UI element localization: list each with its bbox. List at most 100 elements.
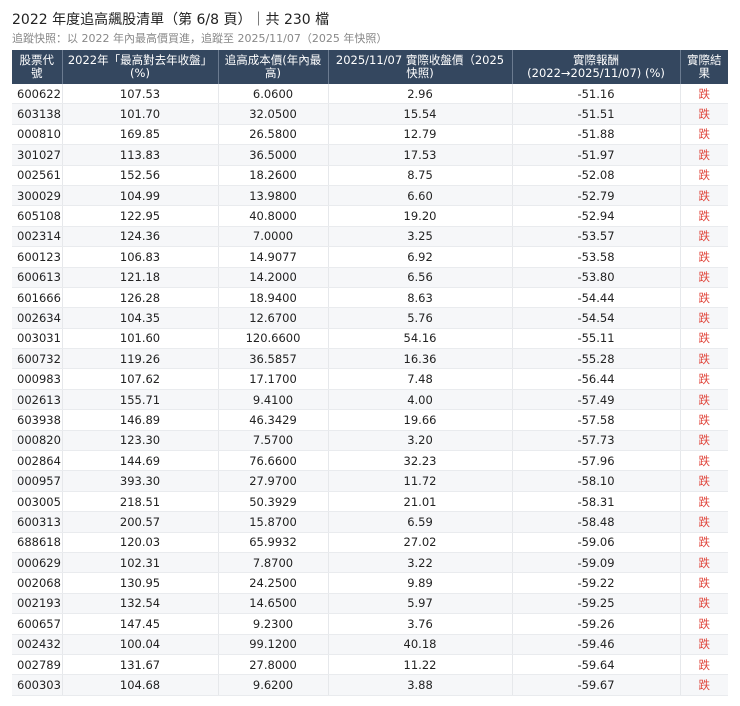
cell-high-pct: 146.89	[62, 409, 219, 431]
cell-cost: 65.9932	[218, 532, 329, 553]
table-row: 000983 107.62 17.1700 7.48 -56.44 跌	[12, 368, 728, 390]
cell-result: 跌	[680, 348, 728, 370]
cell-close: 3.88	[328, 674, 513, 696]
cell-result: 跌	[680, 328, 728, 350]
cell-high-pct: 124.36	[62, 226, 219, 248]
cell-cost: 6.0600	[218, 84, 329, 105]
cell-result: 跌	[680, 634, 728, 655]
cell-result: 跌	[680, 84, 728, 105]
cell-return: -57.49	[512, 389, 681, 411]
header-close: 2025/11/07 實際收盤價（2025 快照)	[328, 50, 513, 84]
table-row: 688618 120.03 65.9932 27.02 -59.06 跌	[12, 532, 728, 553]
cell-code: 301027	[12, 144, 63, 166]
cell-close: 19.66	[328, 409, 513, 431]
cell-high-pct: 104.99	[62, 185, 219, 207]
cell-result: 跌	[680, 165, 728, 186]
cell-code: 002432	[12, 634, 63, 655]
table-row: 600622 107.53 6.0600 2.96 -51.16 跌	[12, 84, 728, 105]
cell-close: 9.89	[328, 572, 513, 594]
cell-high-pct: 113.83	[62, 144, 219, 166]
cell-close: 6.60	[328, 185, 513, 207]
cell-result: 跌	[680, 226, 728, 248]
cell-return: -59.25	[512, 593, 681, 615]
cell-result: 跌	[680, 613, 728, 635]
cell-close: 3.22	[328, 552, 513, 574]
cell-cost: 50.3929	[218, 491, 329, 513]
table-row: 002314 124.36 7.0000 3.25 -53.57 跌	[12, 226, 728, 248]
cell-cost: 17.1700	[218, 368, 329, 390]
cell-close: 7.48	[328, 368, 513, 390]
cell-code: 601666	[12, 287, 63, 309]
cell-close: 11.22	[328, 654, 513, 676]
cell-close: 15.54	[328, 103, 513, 125]
cell-cost: 7.0000	[218, 226, 329, 248]
cell-close: 6.92	[328, 246, 513, 268]
cell-code: 003005	[12, 491, 63, 513]
header-result: 實際結果	[680, 50, 728, 84]
cell-code: 000983	[12, 368, 63, 390]
cell-result: 跌	[680, 572, 728, 594]
cell-return: -57.58	[512, 409, 681, 431]
cell-code: 000810	[12, 124, 63, 146]
cell-code: 603138	[12, 103, 63, 125]
table-row: 002789 131.67 27.8000 11.22 -59.64 跌	[12, 654, 728, 676]
cell-return: -59.09	[512, 552, 681, 574]
cell-high-pct: 100.04	[62, 634, 219, 655]
table-row: 600732 119.26 36.5857 16.36 -55.28 跌	[12, 348, 728, 370]
cell-result: 跌	[680, 511, 728, 533]
cell-result: 跌	[680, 470, 728, 492]
cell-cost: 32.0500	[218, 103, 329, 125]
cell-return: -51.88	[512, 124, 681, 146]
cell-high-pct: 104.68	[62, 674, 219, 696]
cell-result: 跌	[680, 205, 728, 227]
cell-code: 600313	[12, 511, 63, 533]
cell-return: -51.16	[512, 84, 681, 105]
cell-high-pct: 123.30	[62, 430, 219, 452]
cell-close: 5.97	[328, 593, 513, 615]
cell-close: 8.63	[328, 287, 513, 309]
cell-code: 002634	[12, 307, 63, 329]
cell-result: 跌	[680, 430, 728, 452]
table-row: 600123 106.83 14.9077 6.92 -53.58 跌	[12, 246, 728, 268]
table-row: 000957 393.30 27.9700 11.72 -58.10 跌	[12, 470, 728, 492]
cell-high-pct: 132.54	[62, 593, 219, 615]
table-row: 002068 130.95 24.2500 9.89 -59.22 跌	[12, 572, 728, 594]
cell-code: 000820	[12, 430, 63, 452]
cell-code: 600732	[12, 348, 63, 370]
stock-table: 股票代號 2022年「最高對去年收盤」(%) 追高成本價(年內最高) 2025/…	[12, 50, 728, 696]
cell-return: -58.10	[512, 470, 681, 492]
cell-close: 11.72	[328, 470, 513, 492]
cell-cost: 13.9800	[218, 185, 329, 207]
cell-code: 002561	[12, 165, 63, 186]
cell-result: 跌	[680, 491, 728, 513]
cell-code: 002193	[12, 593, 63, 615]
cell-high-pct: 130.95	[62, 572, 219, 594]
cell-return: -53.58	[512, 246, 681, 268]
cell-high-pct: 152.56	[62, 165, 219, 186]
cell-high-pct: 101.70	[62, 103, 219, 125]
cell-cost: 9.2300	[218, 613, 329, 635]
cell-code: 600303	[12, 674, 63, 696]
cell-high-pct: 155.71	[62, 389, 219, 411]
cell-code: 000629	[12, 552, 63, 574]
table-row: 605108 122.95 40.8000 19.20 -52.94 跌	[12, 205, 728, 227]
cell-code: 002314	[12, 226, 63, 248]
table-row: 002864 144.69 76.6600 32.23 -57.96 跌	[12, 450, 728, 472]
cell-high-pct: 126.28	[62, 287, 219, 309]
cell-result: 跌	[680, 654, 728, 676]
cell-high-pct: 119.26	[62, 348, 219, 370]
cell-return: -51.97	[512, 144, 681, 166]
header-high-pct: 2022年「最高對去年收盤」(%)	[62, 50, 219, 84]
cell-close: 16.36	[328, 348, 513, 370]
table-row: 003005 218.51 50.3929 21.01 -58.31 跌	[12, 491, 728, 513]
table-row: 002432 100.04 99.1200 40.18 -59.46 跌	[12, 634, 728, 655]
cell-cost: 46.3429	[218, 409, 329, 431]
cell-return: -52.79	[512, 185, 681, 207]
cell-cost: 99.1200	[218, 634, 329, 655]
table-row: 002193 132.54 14.6500 5.97 -59.25 跌	[12, 593, 728, 615]
cell-close: 32.23	[328, 450, 513, 472]
cell-cost: 76.6600	[218, 450, 329, 472]
cell-high-pct: 144.69	[62, 450, 219, 472]
cell-cost: 27.8000	[218, 654, 329, 676]
